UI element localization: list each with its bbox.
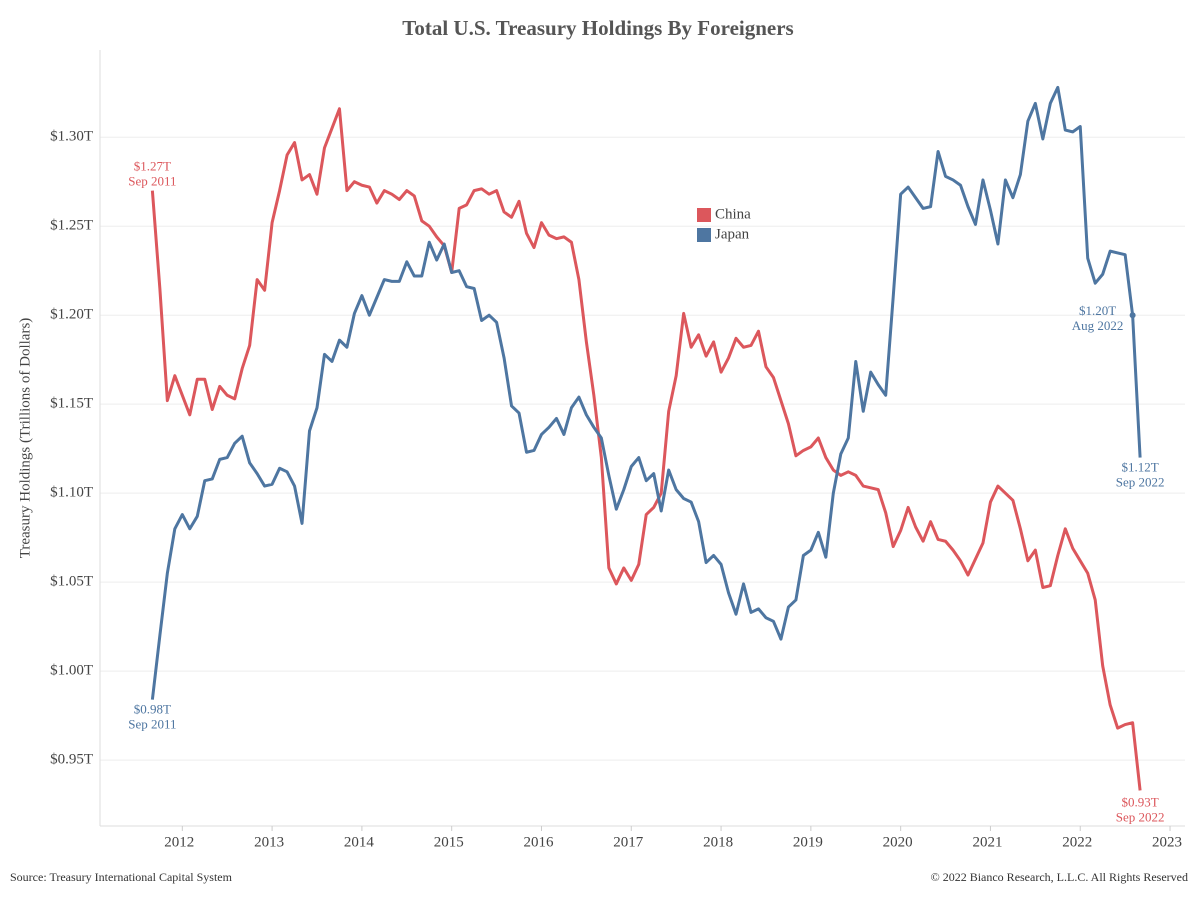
y-tick-label: $0.95T	[50, 752, 93, 768]
x-tick-label: 2013	[254, 834, 284, 850]
annotation-date: Aug 2022	[1072, 318, 1124, 333]
annotation-value: $1.12T	[1122, 460, 1159, 475]
legend-label: China	[715, 206, 751, 222]
x-tick-label: 2021	[972, 834, 1002, 850]
x-tick-label: 2018	[703, 834, 733, 850]
y-tick-label: $1.30T	[50, 129, 93, 145]
copyright: © 2022 Bianco Research, L.L.C. All Right…	[931, 870, 1188, 884]
annotation-value: $1.27T	[134, 159, 171, 174]
annotation-value: $1.20T	[1079, 303, 1116, 318]
point-marker	[1129, 312, 1136, 319]
x-tick-label: 2016	[523, 834, 554, 850]
x-tick-label: 2017	[613, 834, 644, 850]
y-tick-label: $1.00T	[50, 663, 93, 679]
annotation-value: $0.98T	[134, 702, 171, 717]
legend-swatch	[697, 208, 711, 222]
x-tick-label: 2015	[434, 834, 464, 850]
legend-label: Japan	[715, 226, 750, 242]
annotation-date: Sep 2022	[1116, 475, 1165, 490]
series-line	[150, 107, 1142, 791]
y-tick-label: $1.25T	[50, 218, 93, 234]
chart-title: Total U.S. Treasury Holdings By Foreigne…	[402, 16, 793, 40]
x-tick-label: 2022	[1062, 834, 1092, 850]
y-tick-label: $1.20T	[50, 307, 93, 323]
y-tick-label: $1.05T	[50, 574, 93, 590]
annotation-date: Sep 2011	[128, 174, 176, 189]
x-tick-label: 2019	[793, 834, 823, 850]
annotation-value: $0.93T	[1122, 794, 1159, 809]
x-tick-label: 2014	[344, 834, 375, 850]
annotation-date: Sep 2011	[128, 717, 176, 732]
y-tick-label: $1.15T	[50, 396, 93, 412]
y-tick-label: $1.10T	[50, 485, 93, 501]
annotation-date: Sep 2022	[1116, 809, 1165, 824]
legend-swatch	[697, 228, 711, 242]
y-axis-label: Treasury Holdings (Trillions of Dollars)	[17, 318, 33, 559]
source: Source: Treasury International Capital S…	[10, 870, 233, 884]
x-tick-label: 2023	[1152, 834, 1182, 850]
series-line	[150, 85, 1142, 700]
x-tick-label: 2012	[164, 834, 194, 850]
x-tick-label: 2020	[883, 834, 913, 850]
